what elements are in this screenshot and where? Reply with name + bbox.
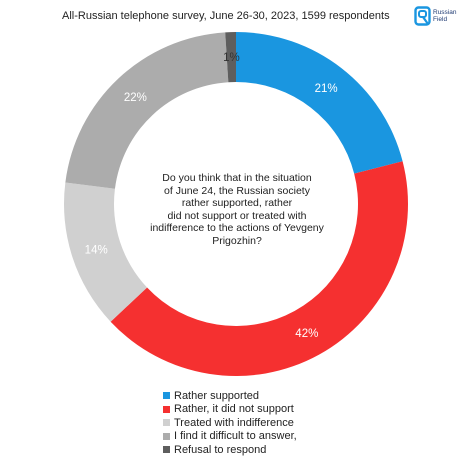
donut-slice-1 [236,32,403,174]
legend-label: Refusal to respond [174,443,267,456]
logo-line-2: Field [433,16,448,23]
donut-slice-4 [65,32,229,189]
logo-line-1: Russian [433,9,457,16]
legend-label: Treated with indifference [174,416,294,429]
donut-slice-3 [64,182,148,322]
legend-swatch [163,446,170,454]
legend-label: Rather, it did not support [174,403,294,416]
donut-slice-2 [110,161,409,377]
legend-swatch [163,419,170,427]
legend-item-3: Treated with indifference [163,416,297,430]
legend-swatch [163,392,170,400]
donut-slice-5 [225,32,236,83]
russian-field-logo-text: Russian Field [433,9,456,23]
slice-label-4: 22% [124,92,147,104]
slice-label-3: 14% [85,244,108,256]
slice-label-1: 21% [315,83,338,95]
legend-label: I find it difficult to answer, [174,430,297,443]
legend-swatch [163,405,170,413]
legend-item-2: Rather, it did not support [163,403,297,417]
legend-label: Rather supported [174,389,259,402]
slice-label-2: 42% [295,328,318,340]
legend-swatch [163,432,170,440]
legend-item-5: Refusal to respond [163,443,297,457]
russian-field-logo: Russian Field [414,6,470,28]
legend-item-4: I find it difficult to answer, [163,430,297,444]
center-question: Do you think that in the situation of Ju… [150,172,324,247]
legend-item-1: Rather supported [163,389,297,403]
chart-legend: Rather supported Rather, it did not suppo… [163,389,297,457]
russian-field-logo-icon [414,6,431,26]
donut-slice-labels: 21% 42% 14% 22% 1% [85,52,338,340]
survey-subtitle: All-Russian telephone survey, June 26-30… [62,10,390,22]
donut-slices [64,32,409,377]
slice-label-5: 1% [223,52,240,64]
